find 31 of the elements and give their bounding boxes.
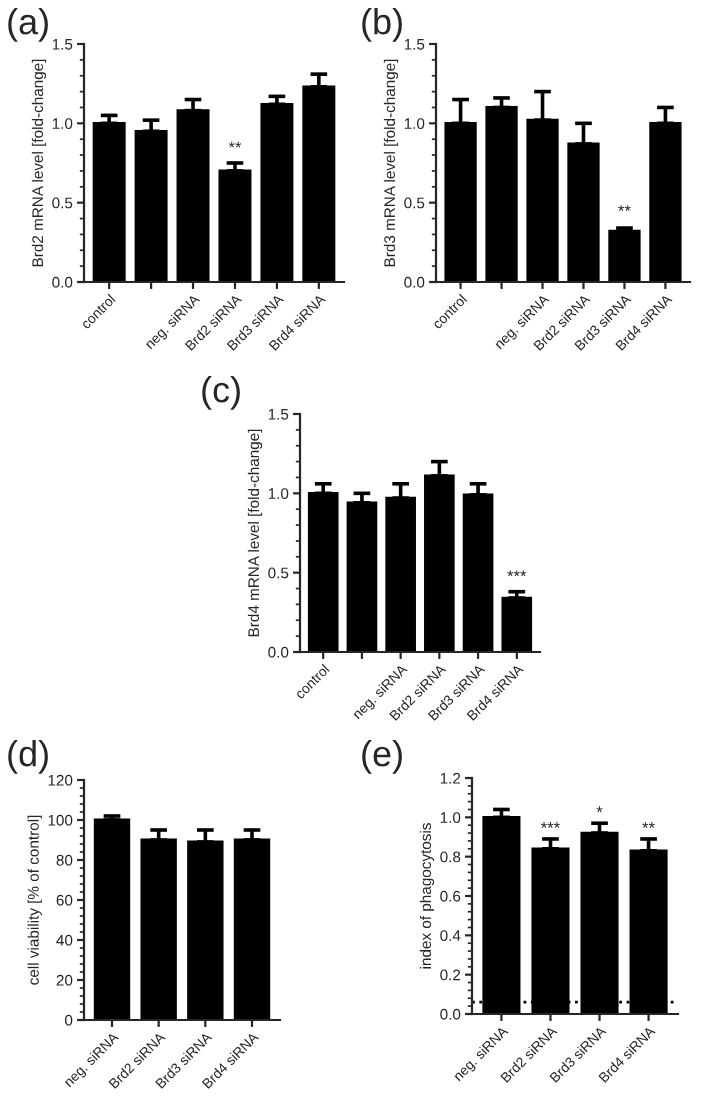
bar bbox=[134, 129, 168, 282]
annotation: ** bbox=[228, 141, 242, 148]
chart-title: (c) bbox=[202, 376, 240, 410]
bar bbox=[176, 109, 210, 282]
bar bbox=[218, 169, 252, 282]
bar bbox=[307, 491, 339, 652]
bar bbox=[608, 229, 641, 282]
bar bbox=[187, 840, 224, 1020]
bar bbox=[424, 474, 455, 652]
annotation: ** bbox=[642, 822, 655, 828]
bar bbox=[501, 596, 533, 652]
bar bbox=[346, 501, 378, 652]
chart-title: (a) bbox=[8, 8, 48, 42]
annotation: ** bbox=[618, 205, 631, 212]
bar bbox=[526, 118, 559, 282]
bar bbox=[567, 142, 600, 282]
bar bbox=[385, 496, 416, 652]
chart-title: (e) bbox=[362, 740, 402, 774]
annotation: * bbox=[596, 806, 603, 813]
bar bbox=[233, 838, 271, 1020]
annotation: *** bbox=[541, 822, 560, 828]
bar bbox=[462, 493, 494, 652]
bar bbox=[140, 838, 177, 1020]
bar bbox=[302, 85, 336, 282]
chart-title: (b) bbox=[362, 8, 402, 42]
bar bbox=[92, 121, 126, 282]
bar bbox=[485, 106, 518, 282]
bar bbox=[260, 102, 294, 282]
annotation: *** bbox=[507, 570, 527, 577]
chart-title: (d) bbox=[8, 740, 48, 774]
bar bbox=[93, 818, 131, 1020]
